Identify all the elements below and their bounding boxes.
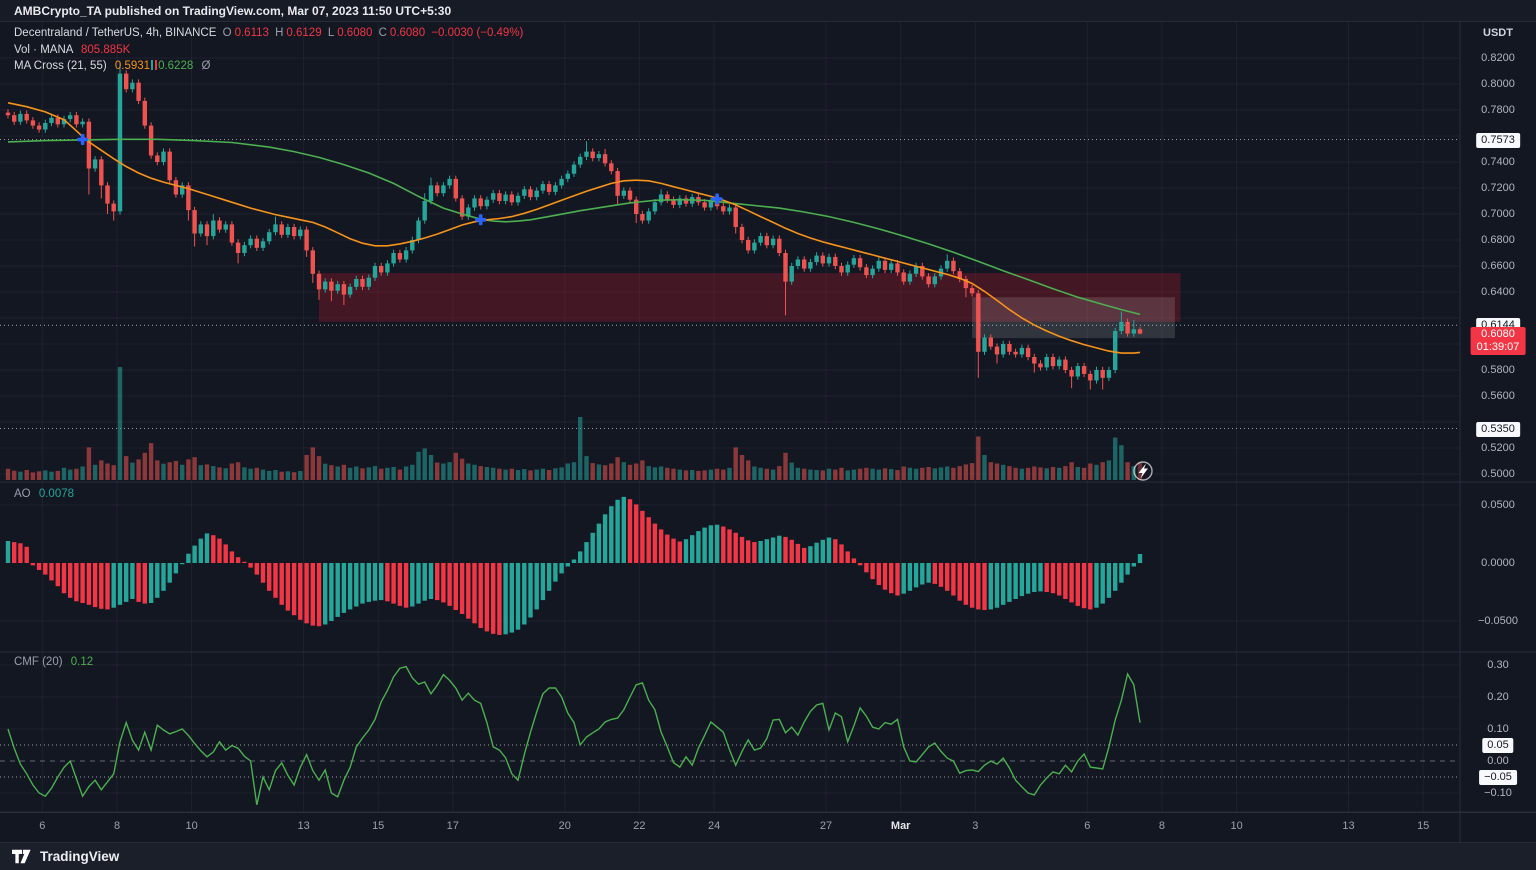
price-tick-label: 0.8200 xyxy=(1481,52,1515,64)
ao-value: 0.0078 xyxy=(38,488,75,500)
price-tick-label: 0.7800 xyxy=(1481,104,1515,116)
cmf-legend-row[interactable]: CMF (20) 0.12 xyxy=(14,656,93,668)
cmf-tick-label: −0.10 xyxy=(1484,787,1512,799)
tradingview-logo-text[interactable]: TradingView xyxy=(40,849,120,864)
close-label: C xyxy=(378,27,387,39)
price-tick-label: 0.7400 xyxy=(1481,156,1515,168)
time-tick-label: 10 xyxy=(185,820,198,832)
cmf-line xyxy=(7,665,1141,805)
price-axis[interactable]: USDT 0.8200 0.8000 0.7800 0.7400 0.7200 0.700… xyxy=(1460,22,1536,842)
price-level-label: 0.5350 xyxy=(1476,421,1520,437)
footer-bar: TradingView xyxy=(0,842,1536,870)
high-value: 0.6129 xyxy=(286,27,322,39)
lightning-icon[interactable] xyxy=(1133,461,1153,481)
time-tick-label: 20 xyxy=(558,820,571,832)
price-tick-label: 0.5800 xyxy=(1481,364,1515,376)
ma-cross-marker xyxy=(711,193,723,205)
resistance-zone xyxy=(319,273,1181,322)
bar-countdown: 01:39:07 xyxy=(1476,340,1520,353)
tradingview-logo-icon[interactable] xyxy=(12,849,34,864)
ma55-line xyxy=(7,138,1141,316)
cmf-label: CMF (20) xyxy=(14,656,63,668)
symbol-title[interactable]: Decentraland / TetherUS, 4h, BINANCE xyxy=(14,27,217,39)
ao-tick-label: 0.0500 xyxy=(1481,499,1515,511)
chart-legend: Decentraland / TetherUS, 4h, BINANCE O 0.… xyxy=(14,26,526,76)
ao-tick-label: 0.0000 xyxy=(1481,557,1515,569)
price-tick-label: 0.7000 xyxy=(1481,208,1515,220)
volume-label: Vol · MANA xyxy=(14,43,73,56)
time-tick-label: 15 xyxy=(1417,820,1430,832)
price-tick-label: 0.5200 xyxy=(1481,442,1515,454)
high-label: H xyxy=(275,27,284,39)
cmf-level-label: 0.05 xyxy=(1482,738,1514,753)
ma-cross-label: MA Cross (21, 55) xyxy=(14,60,107,72)
last-price-label: 0.6080 01:39:07 xyxy=(1470,326,1526,355)
change-value: −0.0030 (−0.49%) xyxy=(431,27,524,39)
time-tick-label: 13 xyxy=(1342,820,1355,832)
time-tick-label: 10 xyxy=(1230,820,1243,832)
ao-label: AO xyxy=(14,488,31,500)
ma-cross-marker xyxy=(475,214,487,226)
time-tick-label: 13 xyxy=(297,820,310,832)
cmf-tick-label: 0.10 xyxy=(1487,723,1509,735)
low-value: 0.6080 xyxy=(337,27,373,39)
close-value: 0.6080 xyxy=(389,27,426,39)
cmf-tick-label: 0.30 xyxy=(1487,659,1509,671)
publisher-bar: AMBCrypto_TA published on TradingView.co… xyxy=(0,0,1536,22)
price-tick-label: 0.6800 xyxy=(1481,234,1515,246)
ma-cross-legend-row[interactable]: MA Cross (21, 55) 0.5931 0.6228 Ø xyxy=(14,59,526,75)
symbol-legend-row[interactable]: Decentraland / TetherUS, 4h, BINANCE O 0.… xyxy=(14,26,526,42)
ma21-line xyxy=(7,102,1141,354)
time-tick-label: Mar xyxy=(890,820,911,832)
volume-series xyxy=(5,367,1143,481)
candle-series xyxy=(5,61,1143,390)
ma-cross-marker xyxy=(77,134,89,145)
hide-indicator-icon[interactable]: Ø xyxy=(201,60,211,72)
highlight-zone xyxy=(972,297,1175,339)
ao-tick-label: −0.0500 xyxy=(1477,615,1519,627)
cmf-level-label: −0.05 xyxy=(1479,770,1517,785)
low-label: L xyxy=(327,27,335,39)
axis-unit-label: USDT xyxy=(1483,27,1513,39)
open-value: 0.6113 xyxy=(234,27,269,39)
time-axis[interactable]: 6 8 10 13 15 17 20 22 24 27 Mar 3 6 8 10 13 15 xyxy=(0,812,1536,843)
time-tick-label: 24 xyxy=(707,820,721,832)
time-tick-label: 6 xyxy=(39,820,46,832)
time-tick-label: 27 xyxy=(819,820,833,832)
ma21-value: 0.5931 xyxy=(114,60,151,72)
legend-tick-up xyxy=(151,60,154,70)
price-tick-label: 0.8000 xyxy=(1481,78,1515,90)
cmf-tick-label: 0.20 xyxy=(1487,691,1509,703)
cmf-value: 0.12 xyxy=(70,656,94,668)
time-tick-label: 3 xyxy=(972,820,979,832)
ma55-value: 0.6228 xyxy=(158,60,194,72)
price-level-label: 0.7573 xyxy=(1476,132,1520,148)
price-tick-label: 0.7200 xyxy=(1481,182,1515,194)
time-tick-label: 17 xyxy=(446,820,459,832)
price-tick-label: 0.6400 xyxy=(1481,286,1515,298)
time-tick-label: 8 xyxy=(1158,820,1165,832)
price-tick-label: 0.5000 xyxy=(1481,468,1515,480)
ao-histogram xyxy=(5,496,1143,635)
price-tick-label: 0.5600 xyxy=(1481,390,1515,402)
time-tick-label: 6 xyxy=(1084,820,1091,832)
cmf-tick-label: 0.00 xyxy=(1487,755,1509,767)
time-tick-label: 8 xyxy=(113,820,121,832)
volume-value: 805.885K xyxy=(81,43,131,56)
last-price-value: 0.6080 xyxy=(1481,327,1515,340)
volume-legend-row[interactable]: Vol · MANA 805.885K xyxy=(14,43,526,59)
time-tick-label: 22 xyxy=(633,820,646,832)
publisher-text: AMBCrypto_TA published on TradingView.co… xyxy=(14,4,452,18)
open-label: O xyxy=(222,27,232,39)
legend-tick-down xyxy=(155,60,158,70)
ao-legend-row[interactable]: AO 0.0078 xyxy=(14,488,74,500)
price-tick-label: 0.6600 xyxy=(1481,260,1515,272)
time-tick-label: 15 xyxy=(372,820,385,832)
